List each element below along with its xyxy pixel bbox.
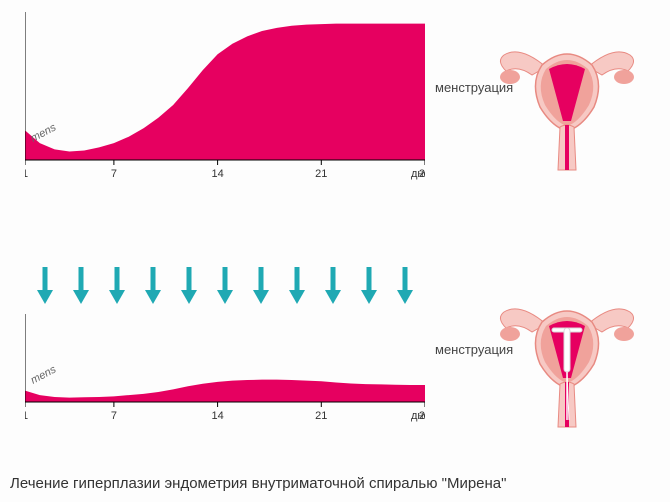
bottom-chart-tick-label: 7: [111, 410, 117, 422]
bottom-chart-tick-label: 14: [211, 410, 223, 422]
ovary-left: [500, 327, 520, 341]
down-arrow-icon: [253, 267, 269, 304]
top-chart-tick-label: 21: [315, 168, 327, 180]
top-chart-area: [25, 24, 425, 160]
top-panel: 17142128mensдней менструация: [0, 10, 670, 220]
top-chart-tick-label: 7: [111, 168, 117, 180]
ovary-right: [614, 327, 634, 341]
top-chart: 17142128mensдней: [25, 10, 425, 185]
down-arrow-icon: [109, 267, 125, 304]
down-arrow-icon: [181, 267, 197, 304]
top-chart-mens-label: mens: [29, 121, 59, 144]
top-uterus: [492, 25, 642, 180]
down-arrow-icon: [325, 267, 341, 304]
bottom-panel: 17142128mensдней менструация: [0, 262, 670, 462]
down-arrow-icon: [37, 267, 53, 304]
bottom-chart-tick-label: 21: [315, 410, 327, 422]
down-arrow-icon: [217, 267, 233, 304]
ovary-left: [500, 70, 520, 84]
bottom-chart-days-label: дней: [411, 410, 425, 422]
down-arrow-icon: [397, 267, 413, 304]
bottom-chart-area: [25, 380, 425, 402]
bottom-chart-tick-label: 1: [25, 410, 28, 422]
down-arrow-icon: [361, 267, 377, 304]
bottom-uterus: [492, 282, 642, 437]
bottom-chart-mens-label: mens: [29, 363, 59, 386]
bottom-chart: 17142128mensдней: [25, 312, 425, 427]
top-chart-tick-label: 14: [211, 168, 223, 180]
arrow-row: [35, 262, 455, 307]
ovary-right: [614, 70, 634, 84]
down-arrow-icon: [73, 267, 89, 304]
down-arrow-icon: [289, 267, 305, 304]
caption: Лечение гиперплазии эндометрия внутримат…: [10, 475, 506, 492]
vaginal-canal: [565, 125, 569, 170]
top-chart-tick-label: 1: [25, 168, 28, 180]
top-chart-days-label: дней: [411, 168, 425, 180]
down-arrow-icon: [145, 267, 161, 304]
